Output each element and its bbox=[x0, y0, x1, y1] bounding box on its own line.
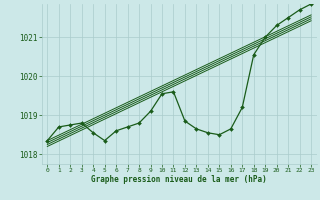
X-axis label: Graphe pression niveau de la mer (hPa): Graphe pression niveau de la mer (hPa) bbox=[91, 175, 267, 184]
